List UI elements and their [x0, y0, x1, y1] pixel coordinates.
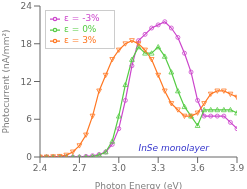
svg-text:24: 24: [21, 1, 33, 11]
svg-text:18: 18: [21, 39, 33, 49]
html-text:ε = 3%: ε = 3%: [64, 35, 97, 45]
svg-text:3.3: 3.3: [151, 163, 165, 173]
svg-text:InSe monolayer: InSe monolayer: [139, 143, 211, 153]
svg-text:12: 12: [21, 77, 32, 87]
svg-text:3.0: 3.0: [112, 163, 127, 173]
html-text:ε = -3%: ε = -3%: [64, 13, 100, 23]
svg-text:0: 0: [26, 152, 32, 162]
svg-text:3.6: 3.6: [190, 163, 205, 173]
svg-text:3.9: 3.9: [230, 163, 239, 173]
svg-text:2.7: 2.7: [72, 163, 86, 173]
svg-text:Photon Energy (eV): Photon Energy (eV): [95, 181, 182, 189]
svg-text:6: 6: [26, 114, 32, 124]
svg-text:Photocurrent (nA/mm²): Photocurrent (nA/mm²): [8, 29, 11, 133]
html-text:ε = 0%: ε = 0%: [64, 24, 97, 34]
svg-text:2.4: 2.4: [33, 163, 48, 173]
